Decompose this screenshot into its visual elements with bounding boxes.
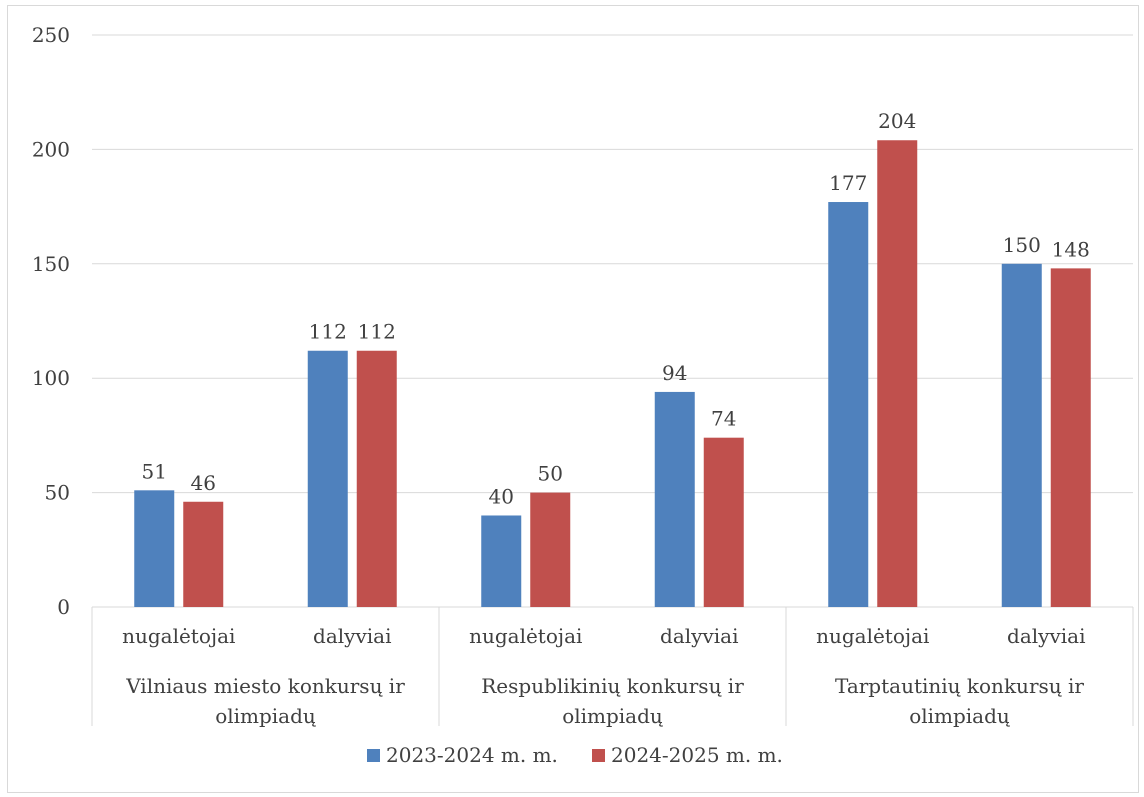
data-label: 94 [662,361,687,385]
data-label: 46 [191,471,216,495]
bar [877,140,918,608]
bar [307,350,348,607]
y-tick-label: 0 [57,595,70,619]
x-group-label: Respublikinių konkursų ir [481,674,744,698]
data-label: 150 [1003,233,1041,257]
data-label: 74 [711,407,736,431]
x-category-label: nugalėtojai [122,624,235,648]
data-label: 51 [142,459,167,483]
bar [530,492,571,607]
data-label: 177 [829,171,867,195]
data-label: 148 [1052,237,1090,261]
data-label: 112 [309,320,347,344]
bar [134,490,175,607]
bar [356,350,397,607]
y-tick-label: 150 [32,252,70,276]
legend-label: 2024-2025 m. m. [611,743,783,767]
chart-frame [7,5,1139,793]
y-tick-label: 100 [32,366,70,390]
bar [654,391,695,607]
x-category-label: dalyviai [660,624,738,648]
legend-label: 2023-2024 m. m. [386,743,558,767]
bar [481,515,522,607]
legend-swatch [592,749,605,762]
data-label: 112 [358,320,396,344]
data-label: 204 [878,109,916,133]
y-tick-label: 250 [32,23,70,47]
x-category-label: nugalėtojai [469,624,582,648]
y-tick-label: 50 [45,481,70,505]
data-label: 50 [538,462,563,486]
y-tick-label: 200 [32,137,70,161]
x-category-label: dalyviai [1007,624,1085,648]
bar [1001,263,1042,607]
bar [1050,268,1091,607]
bar [828,202,869,608]
x-category-label: nugalėtojai [816,624,929,648]
x-group-label: olimpiadų [215,704,316,728]
bar [703,437,744,607]
x-group-label: olimpiadų [562,704,663,728]
legend-swatch [367,749,380,762]
data-label: 40 [489,484,514,508]
x-group-label: olimpiadų [909,704,1010,728]
x-group-label: Vilniaus miesto konkursų ir [125,674,405,698]
x-group-label: Tarptautinių konkursų ir [835,674,1084,698]
x-category-label: dalyviai [313,624,391,648]
bar [183,501,224,607]
